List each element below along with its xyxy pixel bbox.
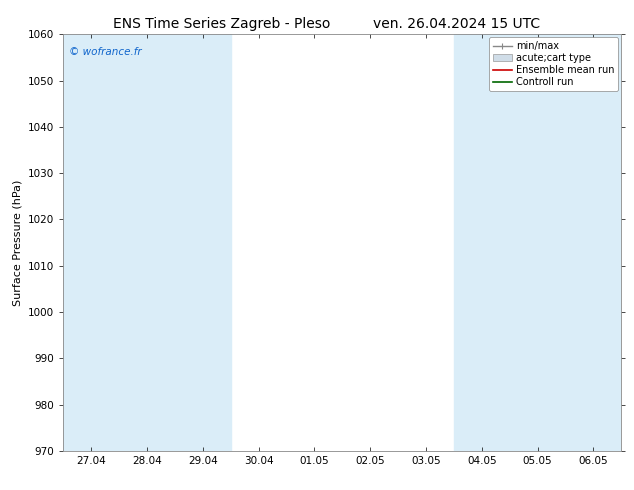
Bar xyxy=(566,34,621,451)
Legend: min/max, acute;cart type, Ensemble mean run, Controll run: min/max, acute;cart type, Ensemble mean … xyxy=(489,37,618,91)
Text: ven. 26.04.2024 15 UTC: ven. 26.04.2024 15 UTC xyxy=(373,17,540,31)
Bar xyxy=(454,34,566,451)
Y-axis label: Surface Pressure (hPa): Surface Pressure (hPa) xyxy=(13,179,23,306)
Text: ENS Time Series Zagreb - Pleso: ENS Time Series Zagreb - Pleso xyxy=(113,17,330,31)
Bar xyxy=(63,34,119,451)
Text: © wofrance.fr: © wofrance.fr xyxy=(69,47,141,57)
Bar xyxy=(119,34,231,451)
